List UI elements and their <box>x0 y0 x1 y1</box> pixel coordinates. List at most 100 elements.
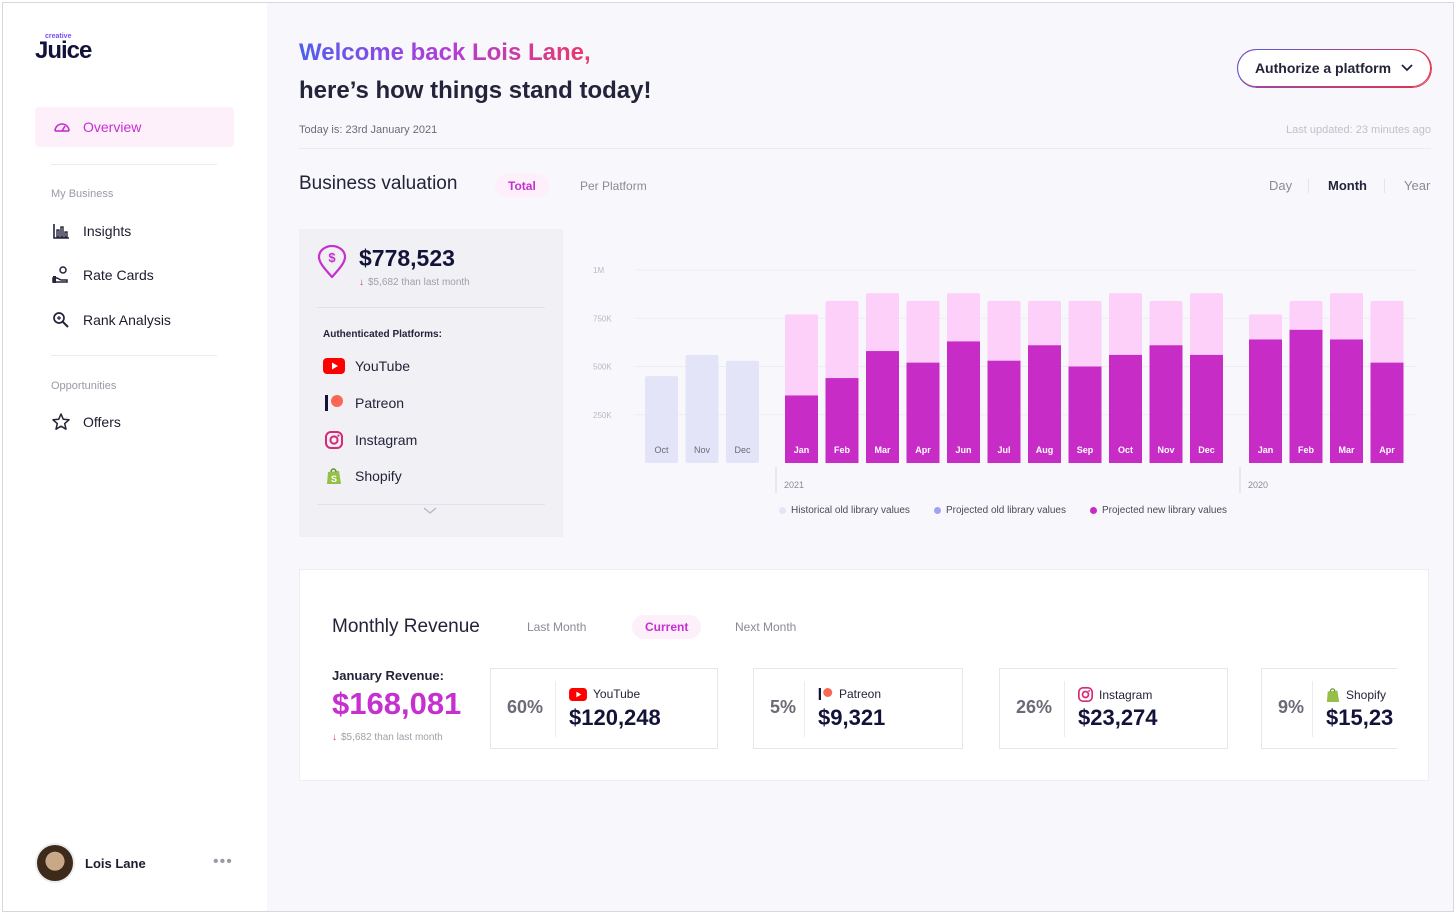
dollar-pin-icon: $ <box>317 245 347 279</box>
valuation-delta-text: $5,682 than last month <box>368 277 470 288</box>
tab-per-platform[interactable]: Per Platform <box>580 179 647 193</box>
valuation-chart: 250K 500K 750K 1M Oct Nov Dec 2021 Jan Feb Mar Apr J… <box>593 266 1417 493</box>
tab-next-month[interactable]: Next Month <box>735 620 797 634</box>
platform-instagram[interactable]: Instagram <box>323 429 417 451</box>
x-tick-label: Nov <box>694 445 711 455</box>
welcome-subtitle: here’s how things stand today! <box>299 77 652 104</box>
star-icon <box>52 413 70 430</box>
bar-projected-new <box>1028 345 1061 463</box>
x-tick-label: Apr <box>915 445 931 455</box>
range-year[interactable]: Year <box>1404 178 1431 193</box>
patreon-icon <box>323 392 345 414</box>
user-profile[interactable]: Lois Lane <box>35 843 146 883</box>
legend-dot <box>779 506 786 514</box>
today-date: Today is: 23rd January 2021 <box>299 124 438 136</box>
instagram-icon <box>323 429 345 451</box>
x-tick-label: Oct <box>654 445 669 455</box>
platform-name: Shopify <box>355 468 402 484</box>
monthly-revenue-title: Monthly Revenue <box>332 616 480 637</box>
header-divider <box>299 148 1431 149</box>
section-label-my-business: My Business <box>51 188 114 200</box>
platform-youtube[interactable]: YouTube <box>323 355 410 377</box>
sidebar-item-offers[interactable]: Offers <box>51 412 121 432</box>
platform-name: Instagram <box>355 432 418 448</box>
monthly-revenue-card: Monthly Revenue Last Month Current Next … <box>299 569 1429 781</box>
revenue-amount: $168,081 <box>332 686 462 721</box>
bar-projected-new <box>1289 329 1323 463</box>
patreon-icon <box>818 688 833 700</box>
revenue-platform-name: Instagram <box>1099 687 1153 702</box>
platform-shopify[interactable]: S Shopify <box>323 465 402 487</box>
revenue-platform: Patreon <box>818 687 881 701</box>
revenue-share: 9% <box>1278 697 1305 717</box>
revenue-tile-patreon[interactable]: 5% Patreon $9,321 <box>753 668 963 749</box>
platform-patreon[interactable]: Patreon <box>323 392 404 414</box>
revenue-platform-name: YouTube <box>593 687 641 701</box>
sidebar-item-insights[interactable]: Insights <box>51 221 131 241</box>
bar-projected-new <box>1190 354 1223 463</box>
y-tick-label: 1M <box>593 266 604 275</box>
avatar <box>35 843 75 883</box>
platform-name: Patreon <box>355 395 405 411</box>
bar-projected-new <box>906 362 940 463</box>
revenue-tile-youtube[interactable]: 60% YouTube $120,248 <box>490 668 718 749</box>
sidebar-divider <box>51 164 217 165</box>
section-label-opportunities: Opportunities <box>51 380 117 392</box>
tab-total[interactable]: Total <box>495 174 549 198</box>
legend-item-historical: Historical old library values <box>779 505 910 516</box>
revenue-delta-text: $5,682 than last month <box>341 732 443 743</box>
x-tick-label: Sep <box>1077 445 1094 455</box>
range-separator <box>1308 179 1309 193</box>
authorize-label: Authorize a platform <box>1254 60 1392 76</box>
range-day[interactable]: Day <box>1269 178 1293 193</box>
card-divider <box>317 504 545 505</box>
bar-projected-new <box>1330 339 1363 463</box>
tile-divider <box>555 681 556 737</box>
svg-text:S: S <box>331 474 337 484</box>
business-valuation-title: Business valuation <box>299 173 458 194</box>
shopify-icon <box>1326 688 1340 702</box>
svg-text:$: $ <box>328 250 336 265</box>
x-tick-label: Nov <box>1157 445 1174 455</box>
revenue-platform-amount: $9,321 <box>818 705 886 730</box>
chevron-down-icon[interactable] <box>423 507 437 515</box>
y-tick-label: 500K <box>593 363 612 372</box>
x-tick-label: Jan <box>1258 445 1274 455</box>
x-tick-label: Aug <box>1036 445 1054 455</box>
more-options-icon[interactable]: ••• <box>213 853 233 870</box>
revenue-share: 5% <box>770 697 797 717</box>
sidebar-item-rank-analysis[interactable]: Rank Analysis <box>51 310 171 330</box>
sidebar-item-rate-cards[interactable]: Rate Cards <box>51 265 154 285</box>
sidebar-item-overview[interactable]: Overview <box>35 107 234 147</box>
tab-current[interactable]: Current <box>632 615 702 639</box>
legend-dot <box>1090 506 1097 514</box>
tile-divider <box>804 681 805 737</box>
range-month[interactable]: Month <box>1328 178 1367 193</box>
bar-projected-new <box>825 378 859 463</box>
revenue-platform: YouTube <box>569 687 640 701</box>
magnifier-icon <box>53 312 69 328</box>
revenue-share: 60% <box>507 697 544 717</box>
revenue-tile-instagram[interactable]: 26% Instagram $23,274 <box>999 668 1228 749</box>
year-label: 2020 <box>1248 480 1268 490</box>
bar-historical <box>645 376 678 463</box>
logo-wordmark: Juice <box>35 37 92 64</box>
x-tick-label: Oct <box>1118 445 1133 455</box>
sidebar-item-label: Insights <box>83 223 132 239</box>
main-content: Welcome back Lois Lane, here’s how thing… <box>267 3 1453 911</box>
sidebar-item-label: Rate Cards <box>83 267 154 283</box>
arrow-down-icon: ↓ <box>359 277 364 288</box>
platform-name: YouTube <box>355 358 411 374</box>
y-tick-label: 250K <box>593 411 612 420</box>
x-tick-label: Jul <box>997 445 1010 455</box>
authorize-platform-button[interactable]: Authorize a platform <box>1237 49 1431 87</box>
tile-divider <box>1312 681 1313 737</box>
user-name: Lois Lane <box>85 855 146 871</box>
bar-projected-new <box>1370 362 1404 463</box>
chevron-down-icon <box>1401 64 1413 72</box>
revenue-tile-shopify[interactable]: 9% Shopify $15,23 <box>1261 668 1397 749</box>
revenue-delta: ↓ $5,682 than last month <box>332 732 443 743</box>
tab-last-month[interactable]: Last Month <box>527 620 587 634</box>
hand-coin-icon <box>52 266 68 283</box>
